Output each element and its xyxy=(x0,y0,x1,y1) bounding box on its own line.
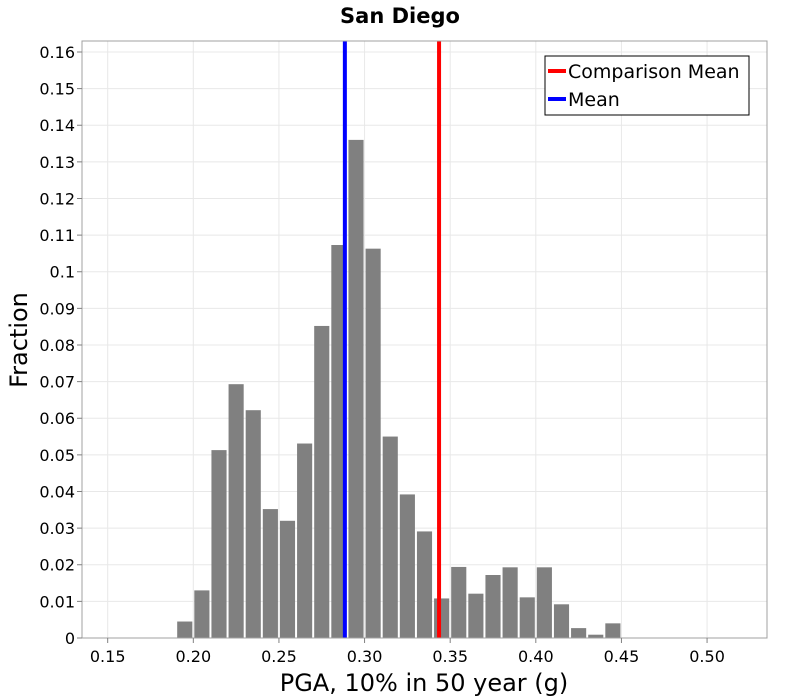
y-tick-label: 0.02 xyxy=(39,556,75,575)
y-tick-label: 0.14 xyxy=(39,116,75,135)
x-tick-label: 0.20 xyxy=(176,647,212,666)
y-tick-label: 0.01 xyxy=(39,592,75,611)
histogram-bar xyxy=(605,623,621,638)
histogram-bar xyxy=(177,621,193,638)
y-tick-label: 0.16 xyxy=(39,43,75,62)
histogram-bar xyxy=(434,598,450,638)
histogram-bar xyxy=(365,248,381,638)
histogram-bar xyxy=(211,450,227,638)
legend-label-comparison-mean: Comparison Mean xyxy=(568,61,740,83)
legend-label-mean: Mean xyxy=(568,89,620,111)
histogram-bar xyxy=(382,436,398,638)
y-tick-label: 0.05 xyxy=(39,446,75,465)
histogram-bar xyxy=(416,531,433,638)
x-tick-label: 0.35 xyxy=(432,647,468,666)
histogram-bar xyxy=(314,325,330,638)
histogram-bar xyxy=(485,575,501,638)
x-tick-label: 0.50 xyxy=(689,647,725,666)
histogram-bar xyxy=(194,590,210,638)
grid-lines xyxy=(82,41,767,639)
y-tick-label: 0 xyxy=(65,629,75,648)
legend-box xyxy=(544,55,750,116)
x-axis-ticks: 0.15 0.20 0.25 0.30 0.35 0.40 0.45 0.50 xyxy=(90,638,725,666)
y-tick-label: 0.03 xyxy=(39,519,75,538)
y-tick-label: 0.07 xyxy=(39,373,75,392)
histogram-bar xyxy=(553,604,570,638)
x-tick-label: 0.45 xyxy=(604,647,640,666)
y-axis-title: Fraction xyxy=(5,292,33,388)
y-tick-label: 0.1 xyxy=(50,263,75,282)
histogram-bar xyxy=(262,509,278,638)
x-tick-label: 0.25 xyxy=(261,647,297,666)
y-tick-label: 0.12 xyxy=(39,189,75,208)
histogram-bar xyxy=(348,139,364,638)
x-tick-label: 0.15 xyxy=(90,647,126,666)
y-tick-label: 0.06 xyxy=(39,409,75,428)
histogram-bar xyxy=(228,384,244,638)
histogram-bar xyxy=(279,520,296,638)
y-tick-label: 0.09 xyxy=(39,299,75,318)
histogram-bar xyxy=(245,410,261,638)
histogram-bars xyxy=(177,139,621,638)
y-tick-label: 0.11 xyxy=(39,226,75,245)
histogram-bar xyxy=(451,566,467,638)
plot-frame xyxy=(81,40,768,639)
histogram-bar xyxy=(331,245,347,638)
histogram-bar xyxy=(571,628,587,638)
histogram-bar xyxy=(297,443,313,638)
histogram-bar xyxy=(588,634,604,638)
y-tick-label: 0.15 xyxy=(39,80,75,99)
histogram-bar xyxy=(519,597,535,638)
x-tick-label: 0.30 xyxy=(347,647,383,666)
chart-title: San Diego xyxy=(340,4,460,28)
y-tick-label: 0.13 xyxy=(39,153,75,172)
x-tick-label: 0.40 xyxy=(518,647,554,666)
x-axis-title: PGA, 10% in 50 year (g) xyxy=(280,669,569,697)
legend: Comparison Mean Mean xyxy=(544,55,750,116)
histogram-bar xyxy=(502,567,518,638)
mean-lines xyxy=(342,41,442,638)
y-axis-ticks: 0 0.01 0.02 0.03 0.04 0.05 0.06 0.07 0.08 0.09 0.1… xyxy=(39,43,82,648)
y-tick-label: 0.08 xyxy=(39,336,75,355)
histogram-bar xyxy=(536,567,552,638)
histogram-bar xyxy=(399,494,415,638)
y-tick-label: 0.04 xyxy=(39,482,75,501)
histogram-bar xyxy=(468,593,484,638)
